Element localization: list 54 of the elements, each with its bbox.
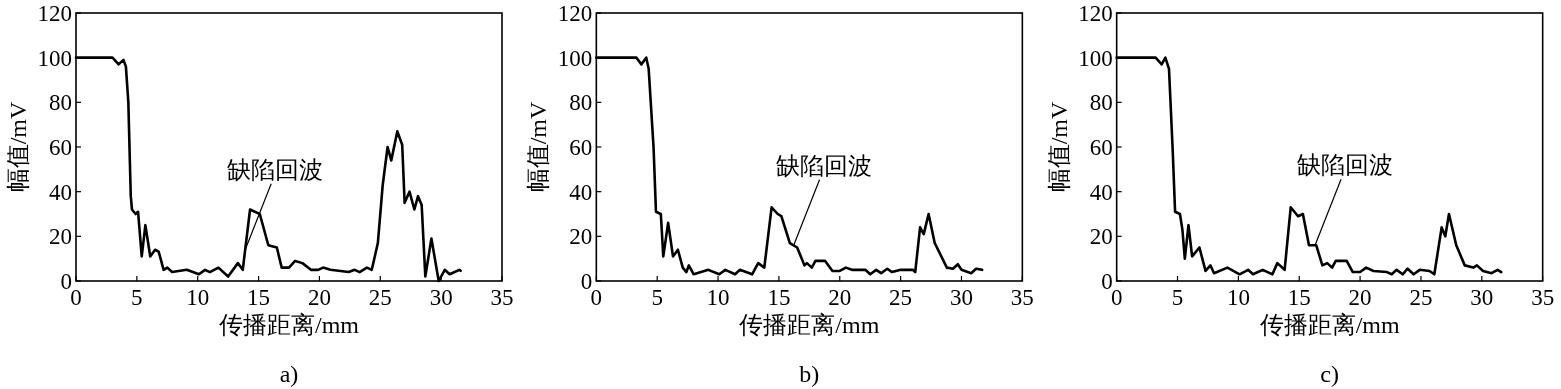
- annotation: 缺陷回波: [1297, 152, 1394, 179]
- y-tick-label: 120: [1078, 1, 1113, 26]
- y-tick-label: 20: [569, 224, 593, 250]
- x-tick-label: 10: [1226, 285, 1250, 310]
- y-axis-title: 幅值/mV: [525, 101, 552, 193]
- x-tick-label: 35: [490, 285, 514, 310]
- y-tick-label: 20: [49, 224, 72, 250]
- x-tick-label: 15: [767, 285, 791, 310]
- x-tick-label: 30: [429, 285, 453, 310]
- x-tick-label: 5: [131, 285, 143, 310]
- x-tick-label: 15: [1287, 285, 1311, 310]
- y-tick-label: 0: [580, 269, 593, 294]
- x-tick-label: 5: [651, 285, 663, 310]
- y-tick-label: 120: [557, 1, 593, 26]
- x-tick-label: 20: [1348, 285, 1372, 310]
- y-tick-label: 100: [557, 45, 593, 71]
- x-tick-label: 5: [1171, 285, 1184, 310]
- y-tick-label: 100: [1078, 45, 1113, 71]
- y-tick-label: 20: [1089, 224, 1113, 250]
- x-tick-label: 30: [1470, 285, 1494, 310]
- x-tick-label: 25: [368, 285, 392, 310]
- y-tick-label: 40: [1089, 179, 1113, 205]
- x-tick-label: 20: [307, 285, 331, 310]
- y-tick-label: 80: [1089, 90, 1113, 116]
- y-tick-label: 100: [37, 45, 72, 71]
- x-tick-label: 30: [949, 285, 973, 310]
- x-tick-label: 10: [186, 285, 210, 310]
- x-tick-label: 15: [247, 285, 271, 310]
- x-tick-label: 10: [706, 285, 730, 310]
- y-tick-label: 60: [49, 135, 72, 160]
- x-axis-title: 传播距离/mm: [1259, 312, 1400, 338]
- text: c): [1320, 361, 1339, 387]
- text: b): [799, 361, 820, 387]
- x-tick-label: 35: [1010, 285, 1034, 310]
- x-axis-title: 传播距离/mm: [739, 312, 880, 338]
- x-axis-title: 传播距离/mm: [218, 312, 360, 338]
- y-tick-label: 40: [49, 179, 72, 205]
- x-tick-label: 35: [1531, 285, 1555, 310]
- annotation: 缺陷回波: [775, 152, 872, 179]
- y-axis-title: 幅值/mV: [1045, 101, 1072, 193]
- x-tick-label: 20: [828, 285, 852, 310]
- x-tick-label: 25: [1409, 285, 1433, 310]
- y-axis-title: 幅值/mV: [5, 101, 31, 193]
- y-tick-label: 60: [569, 135, 593, 160]
- y-tick-label: 40: [569, 179, 593, 205]
- y-tick-label: 0: [1101, 269, 1113, 294]
- y-tick-label: 80: [49, 90, 72, 116]
- annotation: 缺陷回波: [227, 156, 324, 183]
- text: a): [279, 361, 299, 387]
- y-tick-label: 80: [569, 90, 593, 116]
- y-tick-label: 120: [37, 1, 72, 26]
- x-tick-label: 25: [889, 285, 913, 310]
- y-tick-label: 60: [1089, 135, 1113, 160]
- y-tick-label: 0: [60, 269, 72, 294]
